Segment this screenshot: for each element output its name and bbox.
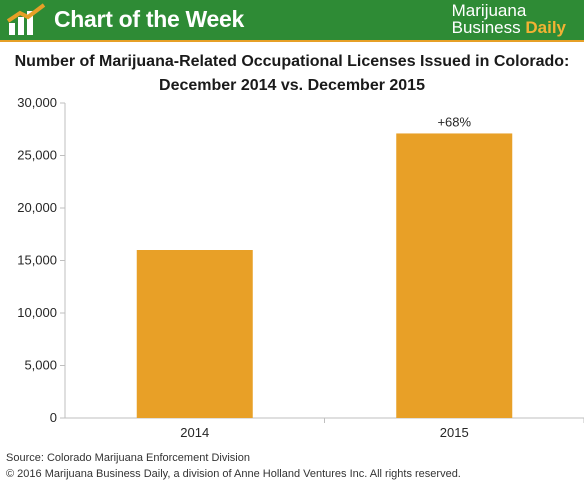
y-tick-label: 5,000 [24,358,57,373]
brand-line2: Business Daily [452,19,566,36]
bar-2014 [136,250,253,418]
brand-logo: Marijuana Business Daily [452,2,566,36]
x-tick-label: 2014 [180,425,209,440]
y-tick-label: 30,000 [17,95,57,110]
brand-line1: Marijuana [451,1,527,20]
brand-line2b: Daily [525,18,566,37]
y-tick-label: 10,000 [17,305,57,320]
y-tick-label: 20,000 [17,200,57,215]
header-banner: Chart of the Week Marijuana Business Dai… [0,0,584,42]
copyright-note: © 2016 Marijuana Business Daily, a divis… [6,468,461,480]
footer: Source: Colorado Marijuana Enforcement D… [6,450,461,482]
brand-line2a: Business [451,18,521,37]
y-tick-label: 25,000 [17,148,57,163]
y-tick-label: 0 [50,410,57,425]
chart-title-line1: Number of Marijuana-Related Occupational… [14,53,570,70]
y-tick-label: 15,000 [17,253,57,268]
bar-chart: 0 5,000 10,000 15,000 20,000 25,000 30,000 2014… [17,95,584,440]
chart-title: Number of Marijuana-Related Occupational… [0,50,584,98]
banner-title: Chart of the Week [54,6,245,32]
chart-logo-icon [6,3,46,35]
bar-2015 [396,133,513,418]
data-label: +68% [437,114,471,129]
chart-title-line2: December 2014 vs. December 2015 [159,77,425,94]
source-note: Source: Colorado Marijuana Enforcement D… [6,452,250,464]
x-tick-label: 2015 [440,425,469,440]
